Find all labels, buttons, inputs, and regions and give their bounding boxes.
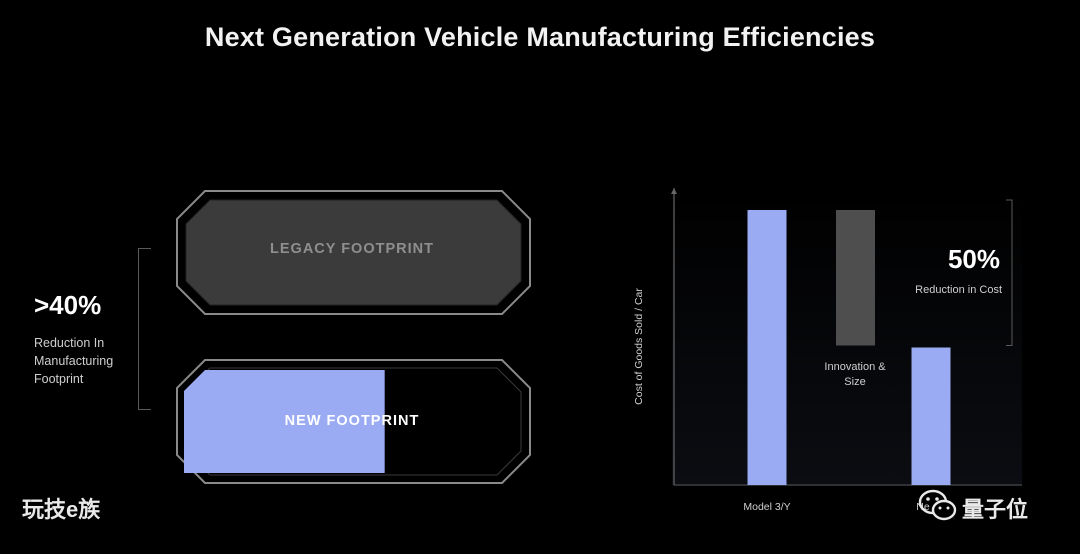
new-footprint-label: NEW FOOTPRINT bbox=[284, 413, 420, 429]
new-footprint-outline bbox=[176, 359, 531, 484]
annotation-text: Reduction in Cost bbox=[915, 284, 1002, 296]
legacy-footprint-label: LEGACY FOOTPRINT bbox=[270, 241, 434, 257]
legacy-footprint-outline bbox=[176, 190, 531, 315]
floating-bar bbox=[836, 210, 875, 346]
watermark-left: 玩技e族 bbox=[22, 497, 101, 522]
wechat-icon bbox=[918, 489, 957, 521]
y-axis-label: Cost of Goods Sold / Car bbox=[633, 288, 645, 405]
slide-title: Next Generation Vehicle Manufacturing Ef… bbox=[204, 22, 876, 52]
footprint-reduction-caption: Reduction In Manufacturing Footprint bbox=[34, 334, 113, 388]
cost-bracket bbox=[1006, 199, 1013, 346]
caption-line-3: Footprint bbox=[34, 372, 84, 386]
caption-line-1: Reduction In bbox=[34, 336, 105, 350]
caption-line-2: Manufacturing bbox=[34, 354, 114, 368]
new-footprint-fill bbox=[184, 370, 385, 473]
bar-2 bbox=[911, 347, 951, 485]
watermark-right: 量子位 bbox=[962, 497, 1029, 522]
y-axis-arrow bbox=[671, 188, 677, 194]
bar-1 bbox=[747, 210, 787, 485]
floating-bar-label-1: Innovation & bbox=[824, 361, 886, 373]
stat-bracket bbox=[138, 248, 151, 410]
floating-bar-label-2: Size bbox=[844, 376, 865, 388]
legacy-footprint-fill bbox=[185, 199, 522, 306]
annotation-value: 50% bbox=[948, 244, 1000, 274]
x-tick-label-1: Model 3/Y bbox=[743, 501, 790, 513]
footprint-reduction-value: >40% bbox=[34, 290, 102, 320]
